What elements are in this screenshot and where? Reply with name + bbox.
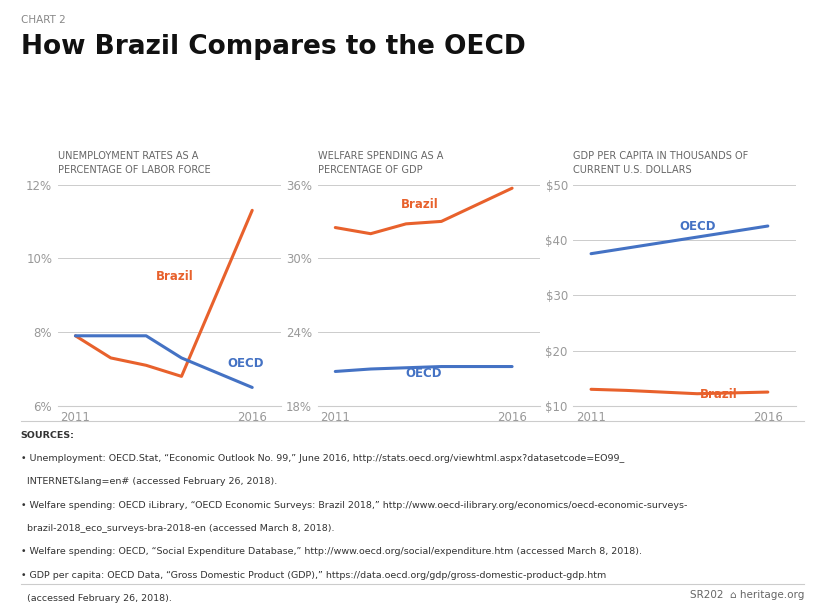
Text: (accessed February 26, 2018).: (accessed February 26, 2018).	[21, 594, 172, 603]
Text: • GDP per capita: OECD Data, “Gross Domestic Product (GDP),” https://data.oecd.o: • GDP per capita: OECD Data, “Gross Dome…	[21, 571, 606, 580]
Text: • Unemployment: OECD.Stat, “Economic Outlook No. 99,” June 2016, http://stats.oe: • Unemployment: OECD.Stat, “Economic Out…	[21, 454, 624, 463]
Text: SOURCES:: SOURCES:	[21, 430, 74, 440]
Text: Brazil: Brazil	[156, 271, 193, 284]
Text: WELFARE SPENDING AS A
PERCENTAGE OF GDP: WELFARE SPENDING AS A PERCENTAGE OF GDP	[318, 151, 443, 175]
Text: How Brazil Compares to the OECD: How Brazil Compares to the OECD	[21, 34, 526, 60]
Text: Brazil: Brazil	[401, 198, 439, 211]
Text: OECD: OECD	[679, 220, 715, 233]
Text: • Welfare spending: OECD iLibrary, “OECD Economic Surveys: Brazil 2018,” http://: • Welfare spending: OECD iLibrary, “OECD…	[21, 501, 687, 510]
Text: OECD: OECD	[405, 367, 442, 380]
Text: SR202  ⌂ heritage.org: SR202 ⌂ heritage.org	[690, 590, 804, 600]
Text: UNEMPLOYMENT RATES AS A
PERCENTAGE OF LABOR FORCE: UNEMPLOYMENT RATES AS A PERCENTAGE OF LA…	[58, 151, 210, 175]
Text: CHART 2: CHART 2	[21, 15, 65, 25]
Text: Brazil: Brazil	[700, 387, 738, 400]
Text: INTERNET&lang=en# (accessed February 26, 2018).: INTERNET&lang=en# (accessed February 26,…	[21, 477, 277, 486]
Text: • Welfare spending: OECD, “Social Expenditure Database,” http://www.oecd.org/soc: • Welfare spending: OECD, “Social Expend…	[21, 547, 642, 557]
Text: GDP PER CAPITA IN THOUSANDS OF
CURRENT U.S. DOLLARS: GDP PER CAPITA IN THOUSANDS OF CURRENT U…	[573, 151, 748, 175]
Text: OECD: OECD	[227, 357, 263, 370]
Text: brazil-2018_eco_surveys-bra-2018-en (accessed March 8, 2018).: brazil-2018_eco_surveys-bra-2018-en (acc…	[21, 524, 334, 533]
